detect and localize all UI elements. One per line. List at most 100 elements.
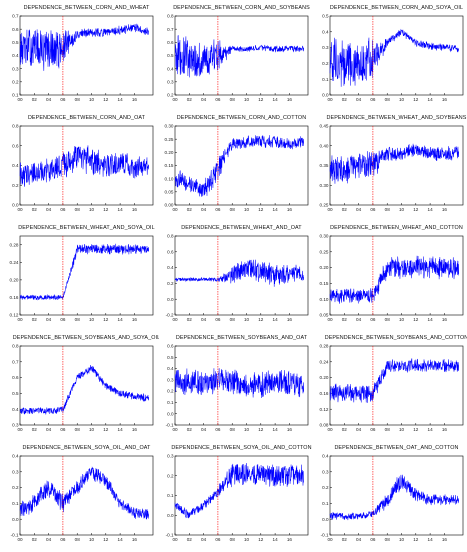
x-tick-label: 06 xyxy=(370,97,376,102)
x-tick-label: 08 xyxy=(385,97,391,102)
y-tick-label: 0.0 xyxy=(12,517,19,522)
series-line xyxy=(19,23,149,71)
x-tick-label: 04 xyxy=(201,97,207,102)
y-tick-label: -0.1 xyxy=(166,423,174,428)
x-tick-label: 16 xyxy=(287,537,293,542)
x-tick-label: 06 xyxy=(60,317,66,322)
chart-svg: DEPENDENCE_BETWEEN_WHEAT_AND_OAT -0.2 0.0 0… xyxy=(166,225,309,322)
x-tick-label: 12 xyxy=(413,427,419,432)
chart-svg: DEPENDENCE_BETWEEN_CORN_AND_SOYBEANS0.20… xyxy=(167,5,310,102)
y-tick-label: 0.16 xyxy=(10,295,19,300)
x-tick-label: 04 xyxy=(201,317,207,322)
y-tick-label: 0.25 xyxy=(165,137,174,142)
x-tick-label: 08 xyxy=(230,537,236,542)
series-line xyxy=(19,243,149,301)
y-tick-label: 0.6 xyxy=(167,249,174,254)
x-tick-label: 12 xyxy=(413,207,419,212)
y-tick-label: 0.3 xyxy=(322,469,329,474)
x-tick-label: 08 xyxy=(75,317,81,322)
x-tick-label: 12 xyxy=(413,317,419,322)
y-tick-label: 0.1 xyxy=(167,493,174,498)
x-tick-label: 16 xyxy=(132,97,138,102)
chart-panel: DEPENDENCE_BETWEEN_CORN_AND_WHEAT 0.1 0.2 0… xyxy=(4,2,159,112)
x-tick-label: 14 xyxy=(273,537,279,542)
x-tick-label: 14 xyxy=(118,317,124,322)
x-tick-label: 00 xyxy=(172,317,178,322)
x-tick-label: 10 xyxy=(244,207,250,212)
plot-frame xyxy=(329,235,464,316)
chart-panel: DEPENDENCE_BETWEEN_WHEAT_AND_COTTON 0.05 0… xyxy=(314,222,467,332)
y-tick-label: 0.1 xyxy=(167,400,174,405)
series-line xyxy=(329,255,459,304)
y-tick-label: 0.16 xyxy=(320,391,329,396)
chart-panel: DEPENDENCE_BETWEEN_CORN_AND_OAT 0.0 0.2 0.4… xyxy=(4,112,159,222)
x-tick-label: 10 xyxy=(244,427,250,432)
y-tick-label: 0.4 xyxy=(12,454,19,459)
y-tick-label: 0.2 xyxy=(167,281,174,286)
x-tick-label: 04 xyxy=(201,537,207,542)
chart-svg: DEPENDENCE_BETWEEN_SOYBEANS_AND_OAT-0.10… xyxy=(166,335,309,432)
x-tick-label: 14 xyxy=(118,427,124,432)
chart-svg: DEPENDENCE_BETWEEN_CORN_AND_COTTON 0.00 0.… xyxy=(165,115,309,212)
chart-panel: DEPENDENCE_BETWEEN_CORN_AND_SOYA_OIL 0.0 0… xyxy=(314,2,467,112)
x-tick-label: 12 xyxy=(103,207,109,212)
chart-title: DEPENDENCE_BETWEEN_CORN_AND_WHEAT xyxy=(24,5,150,11)
y-tick-label: 0.2 xyxy=(322,485,329,490)
y-tick-label: 0.45 xyxy=(320,124,329,129)
y-tick-label: 0.2 xyxy=(167,473,174,478)
chart-title: DEPENDENCE_BETWEEN_WHEAT_AND_OAT xyxy=(181,225,302,231)
y-tick-label: 0.6 xyxy=(12,375,19,380)
x-tick-label: 02 xyxy=(342,97,348,102)
x-tick-label: 08 xyxy=(75,207,81,212)
plot-frame xyxy=(174,15,309,96)
chart-title: DEPENDENCE_BETWEEN_WHEAT_AND_SOYBEANS xyxy=(327,115,467,121)
chart-panel: DEPENDENCE_BETWEEN_OAT_AND_COTTON -0.1 0.0… xyxy=(314,442,467,552)
chart-svg: DEPENDENCE_BETWEEN_WHEAT_AND_SOYA_OIL 0.1… xyxy=(10,225,155,322)
x-tick-label: 12 xyxy=(103,97,109,102)
y-tick-label: -0.1 xyxy=(321,533,329,538)
y-tick-label: 0.7 xyxy=(12,14,19,19)
y-tick-label: 0.2 xyxy=(322,61,329,66)
x-tick-label: 06 xyxy=(60,427,66,432)
series-line xyxy=(329,474,459,521)
x-tick-label: 00 xyxy=(17,427,23,432)
x-tick-label: 14 xyxy=(428,427,434,432)
x-tick-label: 04 xyxy=(46,97,52,102)
y-tick-label: 0.3 xyxy=(167,79,174,84)
plot-frame xyxy=(329,455,464,536)
y-tick-label: 0.20 xyxy=(165,150,174,155)
y-tick-label: 0.1 xyxy=(322,77,329,82)
y-tick-label: 0.3 xyxy=(12,423,19,428)
chart-title: DEPENDENCE_BETWEEN_SOYA_OIL_AND_OAT xyxy=(23,445,152,451)
x-tick-label: 04 xyxy=(46,207,52,212)
y-tick-label: 0.2 xyxy=(12,485,19,490)
y-tick-label: 0.4 xyxy=(322,454,329,459)
x-tick-label: 12 xyxy=(413,97,419,102)
chart-panel: DEPENDENCE_BETWEEN_SOYBEANS_AND_OAT -0.1 0… xyxy=(159,332,314,442)
x-tick-label: 02 xyxy=(32,427,38,432)
x-tick-label: 08 xyxy=(230,207,236,212)
x-tick-label: 02 xyxy=(187,97,193,102)
y-tick-label: 0.4 xyxy=(167,265,174,270)
chart-panel: DEPENDENCE_BETWEEN_WHEAT_AND_SOYA_OIL 0.1… xyxy=(4,222,159,332)
y-tick-label: 0.0 xyxy=(322,517,329,522)
y-tick-label: 0.1 xyxy=(12,501,19,506)
x-tick-label: 04 xyxy=(356,97,362,102)
x-tick-label: 16 xyxy=(442,97,448,102)
x-tick-label: 08 xyxy=(385,207,391,212)
chart-svg: DEPENDENCE_BETWEEN_SOYBEANS_AND_SOYA_OIL… xyxy=(12,335,159,432)
y-tick-label: 0.05 xyxy=(320,313,329,318)
y-tick-label: 0.3 xyxy=(322,45,329,50)
y-tick-label: 0.15 xyxy=(165,163,174,168)
y-tick-label: 0.1 xyxy=(322,501,329,506)
x-tick-label: 08 xyxy=(230,97,236,102)
x-tick-label: 06 xyxy=(215,97,221,102)
x-tick-label: 16 xyxy=(132,317,138,322)
chart-panel: DEPENDENCE_BETWEEN_SOYA_OIL_AND_OAT -0.1 0… xyxy=(4,442,159,552)
y-tick-label: 0.3 xyxy=(167,454,174,459)
x-tick-label: 06 xyxy=(215,317,221,322)
y-tick-label: -0.1 xyxy=(166,533,174,538)
x-tick-label: 06 xyxy=(370,537,376,542)
x-tick-label: 14 xyxy=(118,207,124,212)
